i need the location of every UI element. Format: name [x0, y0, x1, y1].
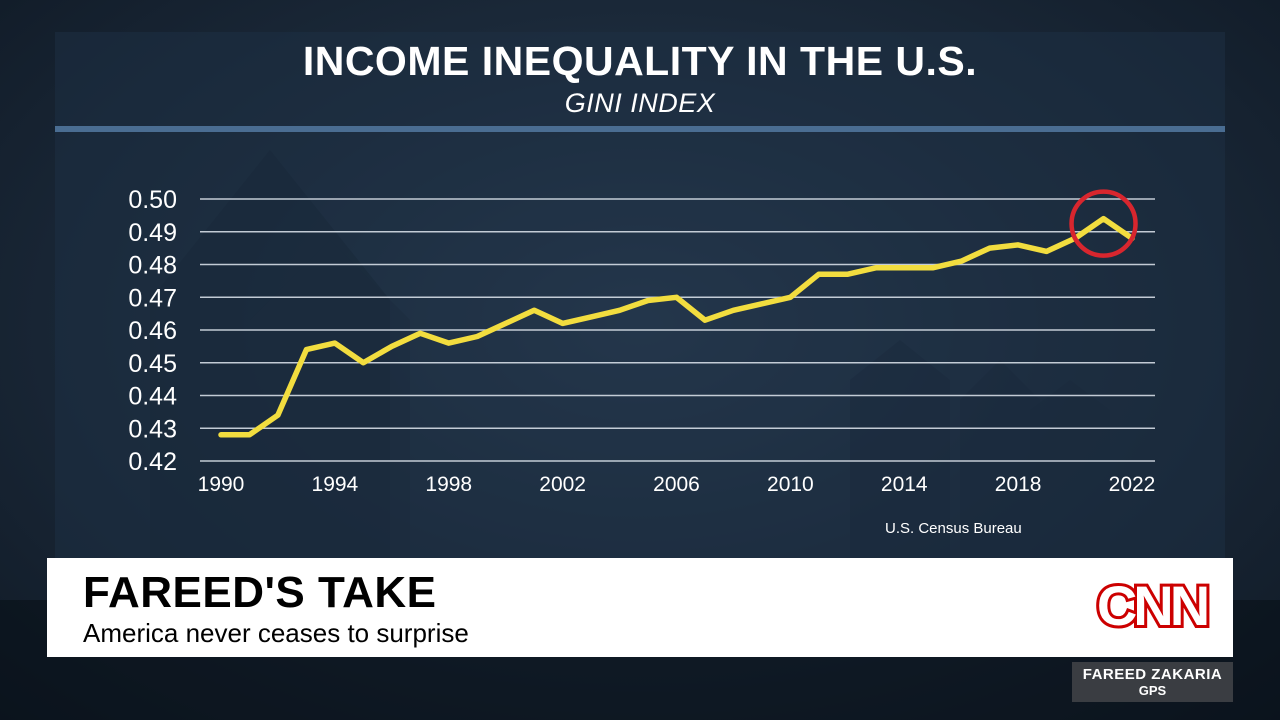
x-tick-label: 2014 [881, 473, 928, 496]
title-divider [55, 126, 1225, 132]
y-tick-label: 0.42 [128, 448, 177, 476]
x-tick-label: 2002 [539, 473, 586, 496]
x-tick-label: 1998 [425, 473, 472, 496]
y-tick-label: 0.46 [128, 317, 177, 345]
show-name: GPS [1138, 683, 1167, 698]
chart-title: INCOME INEQUALITY IN THE U.S. [302, 38, 978, 84]
y-tick-label: 0.43 [128, 415, 177, 443]
x-tick-label: 2006 [653, 473, 700, 496]
y-tick-label: 0.49 [128, 219, 177, 247]
y-tick-label: 0.50 [128, 186, 177, 214]
chart-panel [55, 32, 1225, 560]
lower-third-banner: FAREED'S TAKE America never ceases to su… [47, 558, 1233, 657]
x-tick-label: 2018 [995, 473, 1042, 496]
cnn-logo: CNN [1094, 575, 1210, 637]
y-tick-label: 0.47 [128, 284, 177, 312]
cnn-logo-text: CNN [1097, 575, 1207, 637]
host-name: FAREED ZAKARIA [1082, 666, 1223, 683]
segment-title: FAREED'S TAKE [83, 568, 437, 617]
segment-subtitle: America never ceases to surprise [83, 618, 469, 648]
peak-highlight-circle [1069, 189, 1138, 258]
y-tick-label: 0.45 [128, 350, 177, 378]
x-tick-label: 1990 [198, 473, 245, 496]
x-tick-label: 2010 [767, 473, 814, 496]
gini-series-line [218, 215, 1135, 438]
chart-subtitle: GINI INDEX [564, 88, 716, 118]
y-tick-label: 0.44 [128, 383, 177, 411]
host-nameplate: FAREED ZAKARIA GPS [1072, 662, 1233, 702]
y-tick-label: 0.48 [128, 252, 177, 280]
source-label: U.S. Census Bureau [885, 520, 1022, 537]
x-tick-label: 2022 [1109, 473, 1156, 496]
x-tick-label: 1994 [312, 473, 359, 496]
